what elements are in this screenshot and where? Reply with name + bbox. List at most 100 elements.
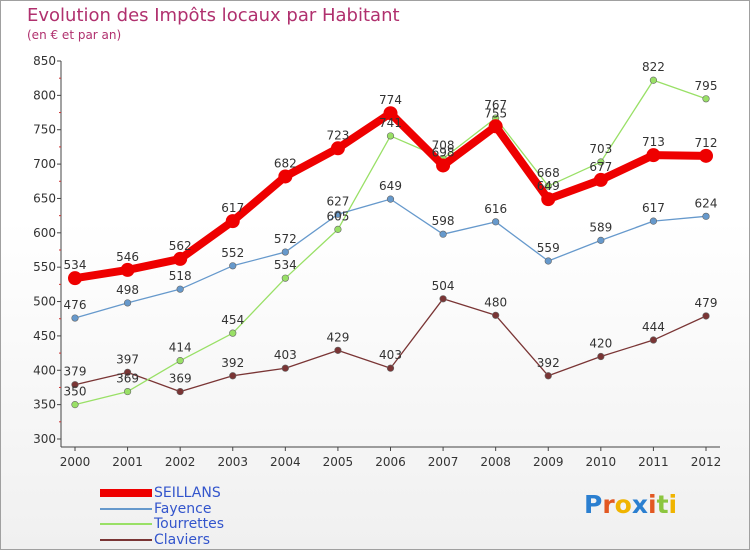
data-point-fayence bbox=[492, 218, 500, 226]
data-label-claviers: 420 bbox=[589, 337, 612, 351]
data-label-tourrettes: 703 bbox=[589, 142, 612, 156]
data-label-fayence: 572 bbox=[274, 232, 297, 246]
data-label-tourrettes: 741 bbox=[379, 116, 402, 130]
data-point-tourrettes bbox=[281, 274, 289, 282]
data-point-fayence bbox=[597, 236, 605, 244]
data-point-fayence bbox=[123, 299, 132, 307]
chart-title: Evolution des Impôts locaux par Habitant bbox=[27, 5, 400, 26]
data-label-tourrettes: 534 bbox=[274, 258, 297, 272]
data-point-claviers bbox=[492, 311, 500, 319]
legend-label-claviers: Claviers bbox=[154, 531, 211, 548]
data-point-tourrettes bbox=[176, 357, 184, 365]
y-tick-label: 650 bbox=[33, 191, 56, 205]
y-tick-label: 850 bbox=[33, 54, 56, 68]
data-point-fayence bbox=[334, 210, 342, 218]
legend-label-fayence: Fayence bbox=[154, 500, 212, 517]
data-point-seillans bbox=[541, 192, 556, 207]
x-tick-label: 2011 bbox=[638, 455, 669, 469]
data-point-seillans bbox=[173, 251, 188, 266]
data-point-claviers bbox=[439, 295, 447, 303]
data-label-seillans: 649 bbox=[537, 179, 560, 193]
data-label-seillans: 712 bbox=[695, 136, 718, 150]
y-tick-label: 750 bbox=[33, 123, 56, 137]
data-label-fayence: 559 bbox=[537, 241, 560, 255]
data-label-fayence: 552 bbox=[221, 246, 244, 260]
x-tick-label: 2000 bbox=[60, 455, 91, 469]
data-label-seillans: 617 bbox=[221, 201, 244, 215]
y-tick-label: 400 bbox=[33, 363, 56, 377]
data-label-seillans: 546 bbox=[116, 250, 139, 264]
data-label-claviers: 504 bbox=[432, 279, 455, 293]
data-point-seillans bbox=[383, 106, 398, 121]
data-label-claviers: 429 bbox=[326, 330, 349, 344]
logo-letter: i bbox=[648, 490, 657, 519]
y-tick-label: 300 bbox=[33, 432, 56, 446]
data-label-seillans: 755 bbox=[484, 106, 507, 120]
data-label-tourrettes: 822 bbox=[642, 60, 665, 74]
x-tick-label: 2008 bbox=[480, 455, 511, 469]
y-tick-label: 800 bbox=[33, 88, 56, 102]
data-point-fayence bbox=[281, 248, 289, 256]
data-label-seillans: 774 bbox=[379, 93, 402, 107]
legend-swatch-fayence bbox=[100, 507, 152, 510]
data-point-seillans bbox=[278, 169, 293, 184]
data-point-claviers bbox=[544, 372, 552, 380]
data-label-fayence: 627 bbox=[326, 194, 349, 208]
data-point-tourrettes bbox=[71, 401, 79, 409]
data-label-tourrettes: 795 bbox=[695, 79, 718, 93]
data-point-seillans bbox=[120, 262, 135, 277]
data-point-seillans bbox=[436, 158, 451, 173]
data-point-tourrettes bbox=[702, 95, 710, 103]
data-point-claviers bbox=[123, 368, 132, 376]
logo-letter: i bbox=[668, 490, 678, 519]
x-tick-label: 2003 bbox=[217, 455, 248, 469]
data-point-tourrettes bbox=[334, 225, 342, 233]
legend-swatch-claviers bbox=[100, 538, 152, 541]
data-point-seillans bbox=[330, 141, 345, 156]
data-label-seillans: 713 bbox=[642, 135, 665, 149]
data-label-claviers: 444 bbox=[642, 320, 665, 334]
x-tick-label: 2009 bbox=[533, 455, 564, 469]
data-label-seillans: 723 bbox=[326, 128, 349, 142]
legend-label-seillans: SEILLANS bbox=[154, 485, 221, 501]
y-tick-label: 550 bbox=[33, 260, 56, 274]
data-label-seillans: 534 bbox=[64, 258, 87, 272]
data-point-seillans bbox=[225, 214, 240, 229]
data-label-claviers: 379 bbox=[64, 365, 87, 379]
logo-letter: t bbox=[656, 490, 669, 519]
legend-swatch-seillans bbox=[100, 489, 152, 497]
data-label-fayence: 518 bbox=[169, 269, 192, 283]
data-label-fayence: 598 bbox=[432, 214, 455, 228]
data-point-tourrettes bbox=[544, 182, 552, 190]
data-label-fayence: 649 bbox=[379, 179, 402, 193]
data-point-fayence bbox=[71, 314, 79, 322]
y-tick-label: 350 bbox=[33, 398, 56, 412]
data-label-seillans: 698 bbox=[432, 145, 455, 159]
data-point-seillans bbox=[699, 148, 713, 163]
data-label-fayence: 617 bbox=[642, 201, 665, 215]
data-point-claviers bbox=[386, 364, 395, 372]
data-point-claviers bbox=[281, 364, 289, 372]
data-label-fayence: 616 bbox=[484, 202, 507, 216]
logo-letter: P bbox=[584, 490, 603, 519]
x-tick-label: 2007 bbox=[428, 455, 459, 469]
data-label-fayence: 476 bbox=[64, 298, 87, 312]
x-tick-label: 2004 bbox=[270, 455, 301, 469]
data-label-claviers: 392 bbox=[221, 356, 244, 370]
data-label-tourrettes: 668 bbox=[537, 166, 560, 180]
data-label-tourrettes: 605 bbox=[326, 209, 349, 223]
data-label-tourrettes: 767 bbox=[484, 98, 507, 112]
data-point-claviers bbox=[176, 387, 184, 396]
data-point-claviers bbox=[597, 352, 605, 361]
data-label-claviers: 403 bbox=[274, 348, 297, 362]
x-tick-label: 2012 bbox=[691, 455, 722, 469]
data-label-seillans: 677 bbox=[589, 160, 612, 174]
data-point-fayence bbox=[544, 257, 552, 265]
data-label-claviers: 479 bbox=[695, 296, 718, 310]
data-label-fayence: 624 bbox=[695, 196, 718, 210]
data-label-tourrettes: 454 bbox=[221, 313, 244, 327]
data-point-tourrettes bbox=[597, 158, 605, 166]
data-point-claviers bbox=[229, 372, 237, 380]
data-point-fayence bbox=[176, 285, 184, 293]
x-tick-label: 2006 bbox=[375, 455, 406, 469]
